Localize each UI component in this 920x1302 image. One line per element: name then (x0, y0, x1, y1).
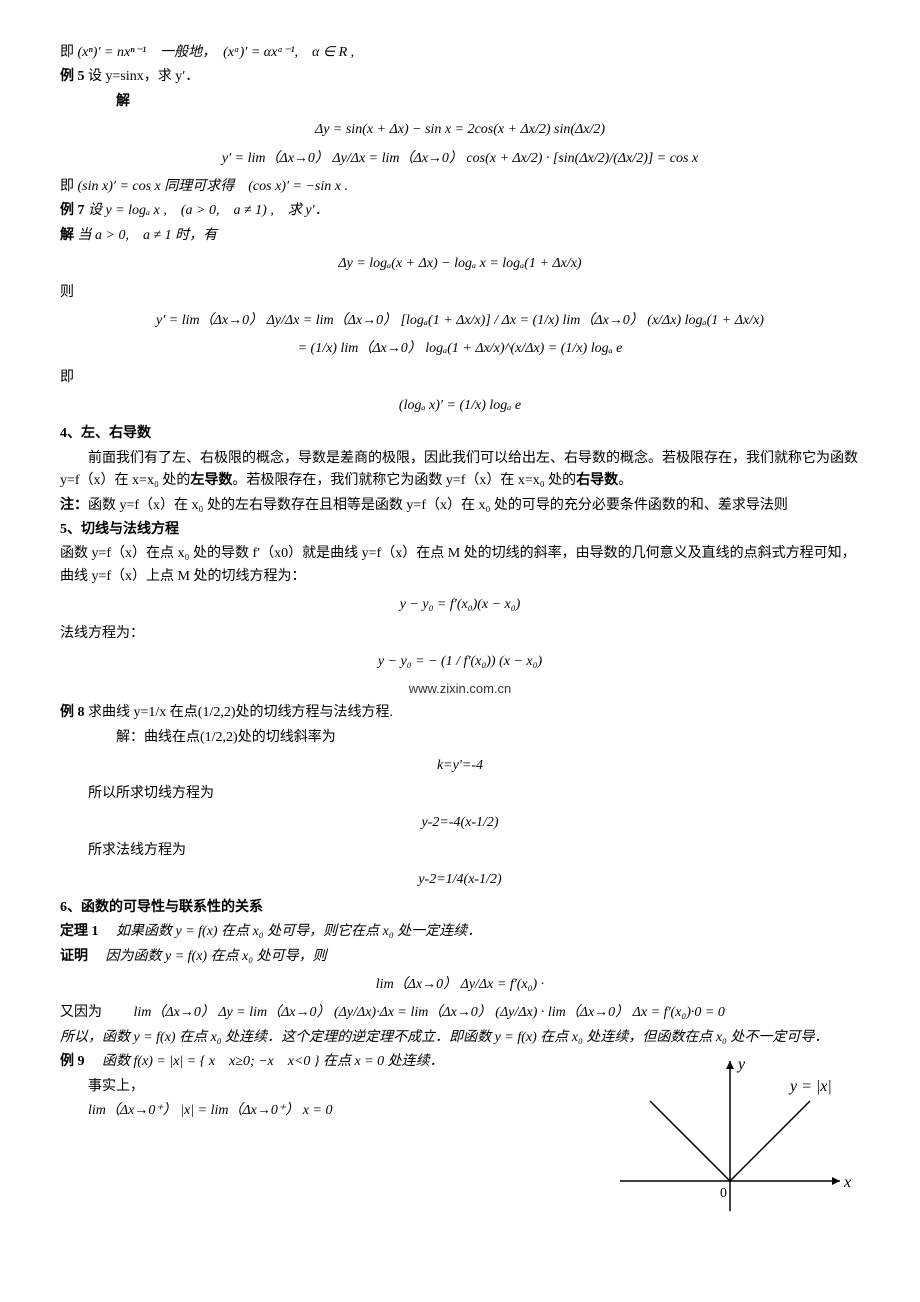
example-9-text: 函数 f(x) = |x| = { x x≥0; −x x<0 } 在点 x =… (88, 1054, 444, 1069)
section-5-title: 5、切线与法线方程 (60, 519, 860, 541)
eq-proof2: lim（Δx→0） Δy = lim（Δx→0） (Δy/Δx)·Δx = li… (106, 1005, 725, 1020)
proof-p3-text: 所以，函数 y = f(x) 在点 x₀ 处连续．这个定理的逆定理不成立．即函数… (60, 1030, 828, 1045)
curve-label: y = |x| (788, 1078, 832, 1095)
theorem-1-text: 如果函数 y = f(x) 在点 x₀ 处可导，则它在点 x₀ 处一定连续． (102, 924, 481, 939)
sin-result-math: (sin x)′ = cos x 同理可求得 (cos x)′ = −sin x… (78, 179, 348, 194)
s4-p1-end: 。 (618, 473, 632, 488)
section-6-title: 6、函数的可导性与联系性的关系 (60, 897, 860, 919)
x-arrow-icon (832, 1177, 840, 1185)
origin-label: 0 (720, 1186, 727, 1201)
s4-p1-b2: 右导数 (576, 473, 618, 488)
section-4-p1: 前面我们有了左、右极限的概念，导数是差商的极限，因此我们可以给出左、右导数的概念… (60, 448, 860, 493)
s4-p1-b: 左导数 (190, 473, 232, 488)
example-7-solve: 解 当 a > 0, a ≠ 1 时，有 (60, 225, 860, 247)
power-rule-math: (xⁿ)′ = nxⁿ⁻¹ 一般地， (xᵅ)′ = αxᵅ⁻¹, α ∈ R … (78, 45, 355, 60)
eq-yprime-log2: = (1/x) lim（Δx→0） logₐ(1 + Δx/x)^(x/Δx) … (60, 338, 860, 360)
normal-label: 法线方程为： (60, 623, 860, 645)
watermark-url: www.zixin.com.cn (60, 679, 860, 700)
eq-normal: y − y₀ = − (1 / f′(x₀)) (x − x₀) (60, 651, 860, 673)
eq-dy-log: Δy = logₐ(x + Δx) − logₐ x = logₐ(1 + Δx… (60, 253, 860, 275)
abs-right-line (730, 1101, 810, 1181)
proof-row: 证明 因为函数 y = f(x) 在点 x₀ 处可导，则 (60, 946, 860, 968)
ex7-solve-pre: 解 (60, 228, 74, 243)
proof-text: 因为函数 y = f(x) 在点 x₀ 处可导，则 (92, 949, 327, 964)
prefix: 即 (60, 45, 74, 60)
example-7-header: 例 7 设 y = logₐ x , (a > 0, a ≠ 1) , 求 y′… (60, 200, 860, 222)
s4-p1-tail: 。若极限存在，我们就称它为函数 y=f（x）在 x=x₀ 处的 (232, 473, 576, 488)
example-7-label: 例 7 (60, 203, 85, 218)
example-8-text: 求曲线 y=1/x 在点(1/2,2)处的切线方程与法线方程. (88, 705, 393, 720)
eq-norm-line: y-2=1/4(x-1/2) (60, 869, 860, 891)
example-7-text: 设 y = logₐ x , (a > 0, a ≠ 1) , 求 y′． (88, 203, 329, 218)
example-5-header: 例 5 设 y=sinx，求 y′． (60, 66, 860, 88)
y-arrow-icon (726, 1061, 734, 1069)
example-9-label: 例 9 (60, 1054, 85, 1069)
ex8-sol1: 解：曲线在点(1/2,2)处的切线斜率为 (60, 727, 860, 749)
theorem-1-label: 定理 1 (60, 924, 99, 939)
sin-result-line: 即 (sin x)′ = cos x 同理可求得 (cos x)′ = −sin… (60, 176, 860, 198)
section-5-p1: 函数 y=f（x）在点 x₀ 处的导数 f′（x0）就是曲线 y=f（x）在点 … (60, 543, 860, 588)
ex8-sol3: 所求法线方程为 (60, 840, 860, 862)
solve-label: 解 (116, 94, 130, 109)
example-5-text: 设 y=sinx，求 y′． (88, 69, 199, 84)
abs-graph-svg: y x 0 y = |x| (600, 1051, 860, 1231)
ex7-solve-text: 当 a > 0, a ≠ 1 时，有 (78, 228, 218, 243)
example-8-header: 例 8 求曲线 y=1/x 在点(1/2,2)处的切线方程与法线方程. (60, 702, 860, 724)
proof-p2-pre: 又因为 (60, 1005, 102, 1020)
eq-proof1: lim（Δx→0） Δy/Δx = f′(x₀) · (60, 974, 860, 996)
solve-row: 解 (60, 91, 860, 113)
proof-p2: 又因为 lim（Δx→0） Δy = lim（Δx→0） (Δy/Δx)·Δx … (60, 1002, 860, 1024)
eq-log-result: (logₐ x)′ = (1/x) logₐ e (60, 395, 860, 417)
abs-graph: y x 0 y = |x| (600, 1051, 860, 1231)
ji-label: 即 (60, 370, 74, 385)
power-rule-line: 即 (xⁿ)′ = nxⁿ⁻¹ 一般地， (xᵅ)′ = αxᵅ⁻¹, α ∈ … (60, 42, 860, 64)
section-4-note: 注：函数 y=f（x）在 x₀ 处的左右导数存在且相等是函数 y=f（x）在 x… (60, 495, 860, 517)
eq-tangent: y − y₀ = f′(x₀)(x − x₀) (60, 594, 860, 616)
ex8-sol2: 所以所求切线方程为 (60, 783, 860, 805)
proof-p3: 所以，函数 y = f(x) 在点 x₀ 处连续．这个定理的逆定理不成立．即函数… (60, 1027, 860, 1049)
sin-result-pre: 即 (60, 179, 74, 194)
note-text: 函数 y=f（x）在 x₀ 处的左右导数存在且相等是函数 y=f（x）在 x₀ … (88, 498, 788, 513)
eq-yprime-log1: y′ = lim（Δx→0） Δy/Δx = lim（Δx→0） [logₐ(1… (60, 310, 860, 332)
ze-label: 则 (60, 285, 74, 300)
eq-tan-line: y-2=-4(x-1/2) (60, 812, 860, 834)
y-axis-label: y (736, 1056, 746, 1073)
note-label: 注： (60, 498, 88, 513)
eq-yprime-sin: y′ = lim（Δx→0） Δy/Δx = lim（Δx→0） cos(x +… (60, 148, 860, 170)
section-4-title: 4、左、右导数 (60, 423, 860, 445)
eq-k: k=y′=-4 (60, 755, 860, 777)
ji-row: 即 (60, 367, 860, 389)
theorem-1: 定理 1 如果函数 y = f(x) 在点 x₀ 处可导，则它在点 x₀ 处一定… (60, 921, 860, 943)
abs-left-line (650, 1101, 730, 1181)
proof-label: 证明 (60, 949, 88, 964)
example-8-label: 例 8 (60, 705, 85, 720)
eq-dy-sin: Δy = sin(x + Δx) − sin x = 2cos(x + Δx/2… (60, 119, 860, 141)
x-axis-label: x (843, 1174, 851, 1191)
ze-row: 则 (60, 282, 860, 304)
example-5-label: 例 5 (60, 69, 85, 84)
